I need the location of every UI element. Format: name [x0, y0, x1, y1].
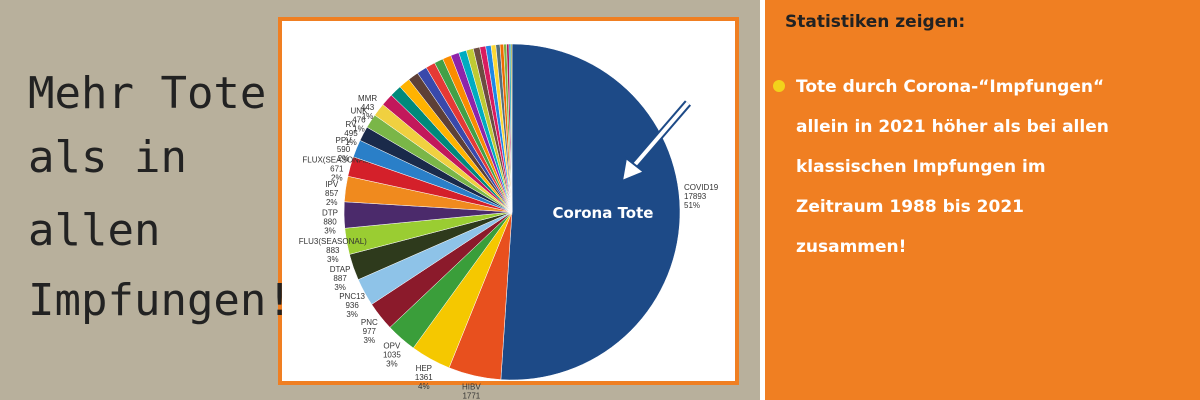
slice-label: 3%: [386, 360, 398, 369]
slice-label: 880: [323, 217, 337, 226]
slice-label: 1%: [362, 112, 374, 121]
slice-label: 476: [352, 115, 366, 124]
slice-label: DTP: [322, 208, 338, 217]
annotation: Corona Tote: [553, 204, 654, 222]
headline-line: Mehr Tote: [28, 68, 266, 119]
slice-label: OPV: [383, 342, 401, 351]
slice-label: 1%: [353, 124, 365, 133]
slice-label: 3%: [327, 255, 339, 264]
slice-label: COVID19: [684, 183, 719, 192]
slice-label: 4%: [418, 382, 430, 391]
slice-label: 3%: [346, 310, 358, 319]
slice-label: PNC: [361, 318, 378, 327]
slice-label: HEP: [416, 364, 432, 373]
sidebar-line: klassischen Impfungen im: [796, 157, 1046, 177]
slice-label: 1%: [345, 138, 357, 147]
slice-label: 1771: [462, 391, 480, 400]
annotation-arrow: [620, 100, 692, 183]
right-panel: [765, 0, 1200, 400]
sidebar-title: Statistiken zeigen:: [785, 12, 965, 32]
slice-label: 883: [326, 246, 340, 255]
sidebar-line: zusammen!: [796, 237, 906, 257]
slice-label: MMR: [358, 94, 377, 103]
pie-slice: [510, 43, 513, 213]
slice-label: 17893: [684, 192, 707, 201]
slice-label: 2%: [331, 174, 343, 183]
headline-line: als in: [28, 132, 187, 183]
slice-label: 887: [333, 274, 347, 283]
headline-line: Impfungen!: [28, 275, 293, 326]
bullet: [773, 80, 785, 92]
sidebar-line: Tote durch Corona-“Impfungen“: [796, 77, 1104, 97]
headline-line: allen: [28, 205, 160, 256]
slice-label: RV: [345, 120, 357, 129]
slice-label: 857: [325, 189, 339, 198]
slice-label: 1035: [383, 351, 401, 360]
slice-label: 590: [337, 145, 351, 154]
slice-label: 2%: [338, 154, 350, 163]
slice-label: 3%: [324, 226, 336, 235]
slice-label: 495: [344, 129, 358, 138]
slice-label: DTAP: [330, 265, 351, 274]
slice-label: FLU3(SEASONAL): [299, 237, 367, 246]
slice-label: 3%: [334, 283, 346, 292]
slice-label: PNC13: [339, 292, 365, 301]
slice-label: 977: [363, 327, 377, 336]
slice-label: 3%: [364, 336, 376, 345]
slice-label: IPV: [325, 180, 339, 189]
slice-label: HIBV: [462, 382, 481, 391]
slice-label: 443: [361, 103, 375, 112]
slice-label: PPV: [335, 136, 352, 145]
slice-label: 2%: [326, 198, 338, 207]
sidebar-line: allein in 2021 höher als bei allen: [796, 117, 1109, 137]
slice-label: 1361: [415, 373, 433, 382]
slice-label: 936: [345, 301, 359, 310]
sidebar-text: Tote durch Corona-“Impfungen“ allein in 2…: [796, 77, 1109, 257]
slice-label: UNK: [351, 106, 369, 115]
sidebar-line: Zeitraum 1988 bis 2021: [796, 197, 1024, 217]
pie-slice: [500, 43, 681, 381]
pie-chart: COVID191789351%HIBV17715%HEP13614%OPV103…: [299, 43, 719, 400]
slice-label: 671: [330, 165, 344, 174]
slice-label: 51%: [684, 201, 700, 210]
slice-label: FLUX(SEASONAL): [302, 156, 371, 165]
